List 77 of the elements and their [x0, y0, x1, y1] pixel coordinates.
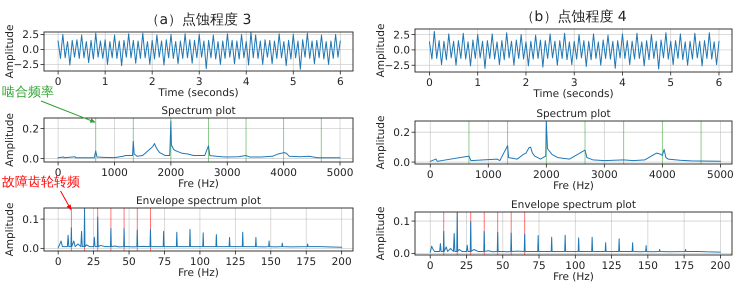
y-axis-title: Amplitude [375, 24, 387, 78]
x-tick-label: 5000 [707, 169, 734, 181]
x-tick-label: 50 [122, 256, 136, 268]
x-axis-title: Fre (Hz) [178, 178, 219, 190]
chart-title: Envelope spectrum plot [136, 195, 261, 207]
chart-title: Envelope spectrum plot [511, 199, 636, 211]
y-tick-label: 0.0 [22, 243, 39, 256]
x-tick-label: 25 [460, 260, 474, 272]
x-axis-title: Fre (Hz) [553, 271, 594, 283]
y-tick-label: 0.0 [22, 44, 39, 56]
y-tick-label: 0.0 [22, 153, 39, 166]
x-tick-label: 25 [86, 256, 100, 268]
x-tick-label: 125 [602, 260, 622, 272]
y-tick-label: 0.1 [22, 214, 39, 226]
y-axis-title: Amplitude [4, 113, 16, 167]
x-tick-label: 100 [190, 256, 210, 268]
x-tick-label: 0 [54, 76, 62, 88]
y-axis-title: Amplitude [4, 24, 16, 78]
x-tick-label: 2 [522, 77, 530, 89]
x-axis-title: Fre (Hz) [553, 180, 594, 192]
x-tick-label: 4 [619, 77, 626, 89]
y-tick-label: 0.0 [393, 156, 410, 169]
y-tick-label: 2.5 [22, 29, 39, 42]
annotation: 啮合频率 [2, 84, 54, 100]
x-tick-label: 2000 [532, 169, 560, 181]
x-tick-label: 5000 [326, 167, 354, 179]
x-tick-label: 125 [225, 256, 246, 268]
x-tick-label: 4000 [649, 169, 676, 181]
x-axis-title: Time (seconds) [157, 87, 239, 99]
x-tick-label: 0 [426, 77, 433, 89]
x-tick-label: 5 [667, 77, 674, 89]
y-tick-label: −2.5 [14, 59, 39, 72]
x-tick-label: 200 [332, 256, 352, 268]
chart-title: Spectrum plot [161, 105, 236, 117]
x-axis-title: Time (seconds) [532, 88, 614, 100]
x-tick-label: 6 [336, 76, 344, 88]
x-tick-label: 1000 [474, 169, 502, 181]
y-tick-label: 2.5 [393, 29, 410, 42]
x-tick-label: 4 [242, 76, 250, 88]
chart-title: （b）点蚀程度 4 [520, 9, 627, 25]
x-tick-label: 4000 [270, 167, 298, 179]
x-tick-label: 3 [570, 77, 578, 89]
x-tick-label: 3000 [590, 169, 618, 181]
y-tick-label: 0.0 [393, 248, 410, 260]
x-tick-label: 175 [674, 260, 694, 272]
x-tick-label: 2000 [158, 167, 184, 179]
chart-title: （a）点蚀程度 3 [146, 12, 252, 28]
y-axis-title: Amplitude [375, 206, 387, 260]
y-axis-title: Amplitude [375, 116, 387, 170]
y-tick-label: 0.0 [393, 44, 410, 57]
x-tick-label: 1 [102, 76, 108, 88]
x-tick-label: 1000 [101, 167, 128, 179]
y-tick-label: 0.1 [393, 216, 410, 228]
y-tick-label: −2.5 [384, 60, 410, 72]
chart-title: Spectrum plot [536, 108, 611, 120]
x-tick-label: 5 [290, 76, 297, 88]
x-tick-label: 200 [710, 260, 730, 272]
annotation: 故障齿轮转频 [2, 175, 80, 190]
x-tick-label: 175 [296, 256, 316, 268]
x-tick-label: 0 [426, 260, 434, 272]
x-tick-label: 3000 [214, 167, 241, 179]
x-tick-label: 150 [260, 256, 281, 268]
x-tick-label: 0 [54, 256, 62, 268]
x-tick-label: 1 [474, 77, 482, 89]
x-tick-label: 6 [716, 77, 723, 89]
x-tick-label: 100 [565, 260, 586, 272]
x-tick-label: 50 [496, 260, 510, 272]
x-tick-label: 150 [638, 260, 658, 272]
x-tick-label: 0 [426, 169, 434, 181]
x-tick-label: 75 [532, 260, 546, 272]
x-tick-label: 75 [158, 256, 172, 268]
y-axis-title: Amplitude [4, 202, 16, 256]
x-tick-label: 2 [148, 76, 156, 88]
y-tick-label: 0.2 [393, 127, 410, 139]
x-axis-title: Fre (Hz) [178, 267, 219, 279]
x-tick-label: 3 [196, 76, 203, 88]
y-tick-label: 0.2 [22, 123, 39, 136]
